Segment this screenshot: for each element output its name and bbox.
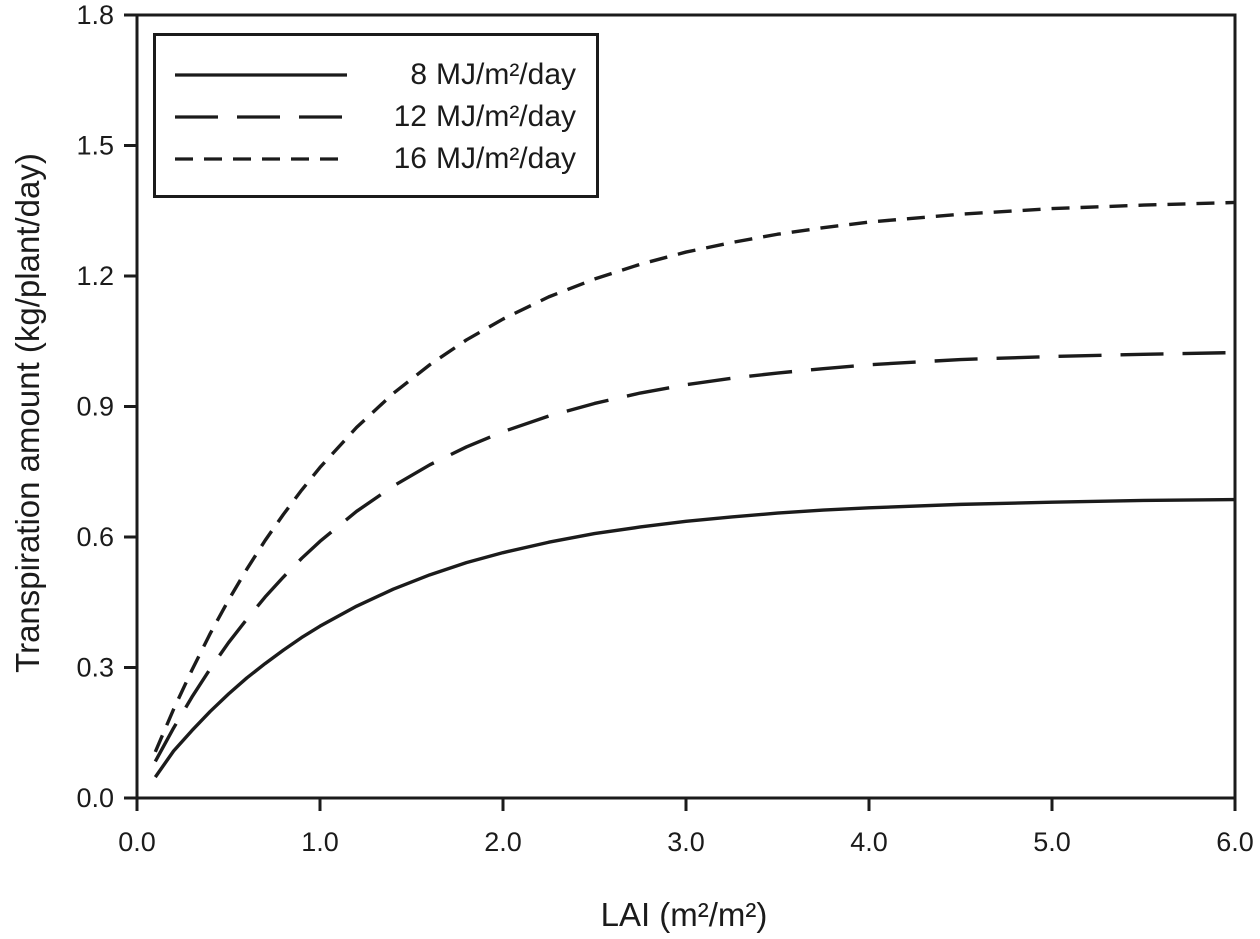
x-axis-tick-label: 3.0 xyxy=(667,827,705,857)
legend-label-value: 8 xyxy=(410,58,427,91)
legend-label-unit: MJ/m²/day xyxy=(436,142,577,175)
curve-16mj xyxy=(153,200,1236,753)
y-axis-tick-label: 0.6 xyxy=(76,522,114,552)
x-axis-tick-label: 6.0 xyxy=(1216,827,1254,857)
legend-label: 16 MJ/m²/day xyxy=(393,142,576,176)
y-axis-tick-label: 0.3 xyxy=(76,653,114,683)
y-axis-tick-label: 0.0 xyxy=(76,783,114,813)
x-axis-tick-label: 1.0 xyxy=(301,827,339,857)
x-axis-tick-label: 4.0 xyxy=(850,827,888,857)
legend-item-8mj: 8 MJ/m²/day xyxy=(175,54,596,96)
legend-item-16mj: 16 MJ/m²/day xyxy=(175,138,596,180)
y-axis-tick-label: 1.5 xyxy=(76,131,114,161)
legend-label: 8 MJ/m²/day xyxy=(393,58,576,92)
legend-line-sample-solid xyxy=(175,73,347,77)
legend-label-unit: MJ/m²/day xyxy=(436,58,577,91)
curve-8mj xyxy=(153,497,1236,779)
legend-label: 12 MJ/m²/day xyxy=(393,100,576,134)
legend-label-value: 12 xyxy=(393,100,427,133)
y-axis-tick-label: 1.8 xyxy=(76,0,114,30)
legend: 8 MJ/m²/day 12 MJ/m²/day 16 MJ/m²/day xyxy=(153,33,599,198)
legend-line-sample-long-dash xyxy=(175,115,347,119)
legend-line-sample-short-dash xyxy=(175,157,347,161)
x-axis-tick-label: 2.0 xyxy=(484,827,522,857)
x-axis-title: LAI (m²/m²) xyxy=(600,896,768,933)
y-axis-tick-label: 0.9 xyxy=(76,392,114,422)
y-axis-title: Transpiration amount (kg/plant/day) xyxy=(9,153,46,673)
x-axis-tick-label: 0.0 xyxy=(118,827,156,857)
y-axis-tick-label: 1.2 xyxy=(76,261,114,291)
legend-label-value: 16 xyxy=(393,142,427,175)
legend-item-12mj: 12 MJ/m²/day xyxy=(175,96,596,138)
x-axis-tick-label: 5.0 xyxy=(1033,827,1071,857)
legend-label-unit: MJ/m²/day xyxy=(436,100,577,133)
curve-12mj xyxy=(153,350,1236,763)
